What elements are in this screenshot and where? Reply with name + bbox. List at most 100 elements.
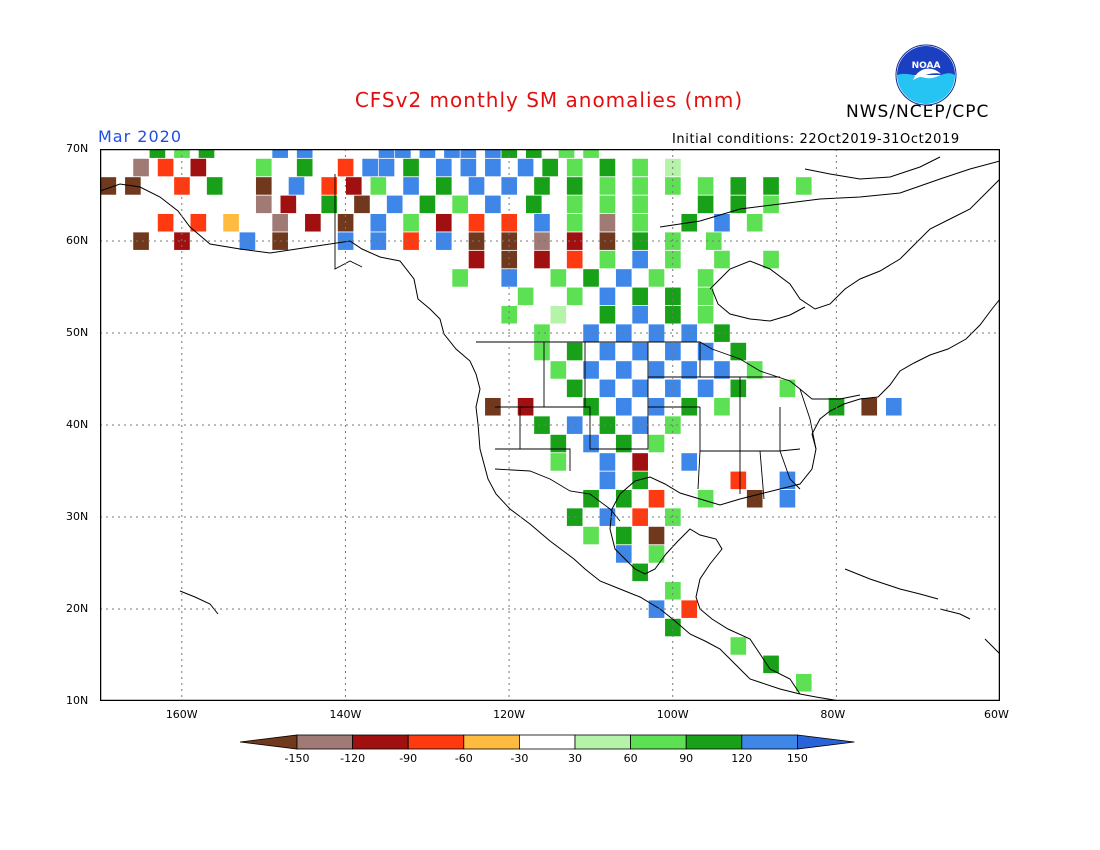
- anomaly-cell: [599, 453, 616, 471]
- anomaly-cell: [534, 324, 550, 342]
- anomaly-cell: [485, 195, 501, 214]
- anomaly-cell: [714, 397, 730, 416]
- anomaly-cell: [583, 324, 599, 342]
- anomaly-cell: [255, 177, 272, 195]
- anomaly-cell: [239, 232, 256, 250]
- anomaly-cell: [174, 232, 190, 250]
- anomaly-cell: [615, 397, 632, 416]
- anomaly-cell: [566, 177, 583, 195]
- anomaly-cell: [149, 149, 166, 158]
- anomaly-cell: [272, 213, 288, 232]
- longitude-label: 80W: [820, 708, 846, 721]
- anomaly-cell: [517, 287, 534, 306]
- anomaly-cell: [296, 149, 313, 158]
- anomaly-cell: [345, 177, 362, 195]
- anomaly-cell: [321, 177, 338, 195]
- anomaly-cell: [615, 361, 632, 379]
- longitude-label: 140W: [329, 708, 362, 721]
- anomaly-cell: [525, 195, 542, 214]
- anomaly-cell: [681, 361, 698, 379]
- anomaly-cell: [550, 269, 567, 287]
- anomaly-cell: [444, 149, 460, 158]
- anomaly-cell: [828, 397, 845, 416]
- anomaly-cell: [525, 149, 542, 158]
- anomaly-cell: [730, 177, 747, 195]
- anomaly-cell: [885, 397, 902, 416]
- anomaly-cell: [583, 434, 599, 453]
- anomaly-cell: [583, 361, 599, 379]
- anomaly-cell: [697, 195, 714, 214]
- anomaly-cell: [632, 195, 648, 214]
- anomaly-cell: [632, 305, 648, 324]
- anomaly-cell: [697, 489, 714, 508]
- anomaly-cell: [599, 158, 616, 177]
- anomaly-cell: [615, 489, 632, 508]
- initial-conditions: Initial conditions: 22Oct2019-31Oct2019: [672, 132, 960, 147]
- anomaly-cell: [566, 195, 583, 214]
- anomaly-cell: [746, 489, 763, 508]
- legend-tick-label: 30: [568, 752, 582, 765]
- anomaly-cell: [395, 149, 411, 158]
- anomaly-cell: [452, 269, 468, 287]
- anomaly-cell: [501, 149, 518, 158]
- anomaly-cell: [648, 434, 665, 453]
- anomaly-cell: [534, 250, 550, 269]
- anomaly-cell: [501, 305, 518, 324]
- anomaly-cell: [697, 177, 714, 195]
- anomaly-cell: [468, 213, 485, 232]
- anomaly-cell: [534, 342, 550, 361]
- anomaly-cell: [157, 158, 174, 177]
- anomaly-cell: [632, 177, 648, 195]
- map-title: CFSv2 monthly SM anomalies (mm): [354, 88, 744, 112]
- anomaly-cell: [632, 287, 648, 306]
- anomaly-cell: [378, 158, 395, 177]
- anomaly-cell: [665, 618, 681, 637]
- anomaly-cell: [198, 149, 215, 158]
- latitude-label: 20N: [66, 602, 89, 615]
- anomaly-cell: [517, 158, 534, 177]
- anomaly-cell: [206, 177, 223, 195]
- anomaly-cell: [599, 471, 616, 490]
- anomaly-cell: [550, 361, 567, 379]
- anomaly-cell: [746, 213, 763, 232]
- anomaly-cell: [632, 158, 648, 177]
- anomaly-cell: [566, 213, 583, 232]
- anomaly-cell: [599, 250, 616, 269]
- anomaly-cell: [354, 195, 370, 214]
- anomaly-cell: [665, 287, 681, 306]
- anomaly-cell: [305, 213, 321, 232]
- coastlines: [100, 156, 1000, 701]
- anomaly-cell: [403, 158, 419, 177]
- anomaly-cell: [419, 149, 436, 158]
- anomaly-cell: [632, 453, 648, 471]
- anomaly-cell: [566, 250, 583, 269]
- latitude-label: 50N: [66, 326, 89, 339]
- anomaly-cell: [174, 149, 190, 158]
- anomaly-cell: [157, 213, 174, 232]
- anomaly-cell: [697, 269, 714, 287]
- anomaly-cell: [648, 324, 665, 342]
- longitude-label: 160W: [165, 708, 198, 721]
- anomaly-cell: [730, 471, 747, 490]
- longitude-label: 120W: [493, 708, 525, 721]
- anomaly-cell: [280, 195, 297, 214]
- anomaly-cell: [485, 397, 501, 416]
- anomaly-cell: [460, 158, 477, 177]
- anomaly-cell: [403, 213, 419, 232]
- agency-label: NWS/NCEP/CPC: [846, 102, 990, 122]
- anomaly-cell: [370, 232, 387, 250]
- anomaly-cell: [665, 581, 681, 600]
- anomaly-cell: [583, 489, 599, 508]
- anomaly-cell: [681, 453, 698, 471]
- anomaly-cell: [321, 195, 338, 214]
- anomaly-cell: [255, 158, 272, 177]
- anomaly-cell: [255, 195, 272, 214]
- anomaly-cell: [599, 177, 616, 195]
- anomaly-cell: [632, 342, 648, 361]
- anomaly-cell: [730, 379, 747, 398]
- latitude-label: 70N: [66, 142, 89, 155]
- anomaly-cell: [648, 269, 665, 287]
- legend-tick-label: -150: [284, 752, 310, 765]
- anomaly-cell: [714, 250, 730, 269]
- legend-swatch: [296, 734, 353, 750]
